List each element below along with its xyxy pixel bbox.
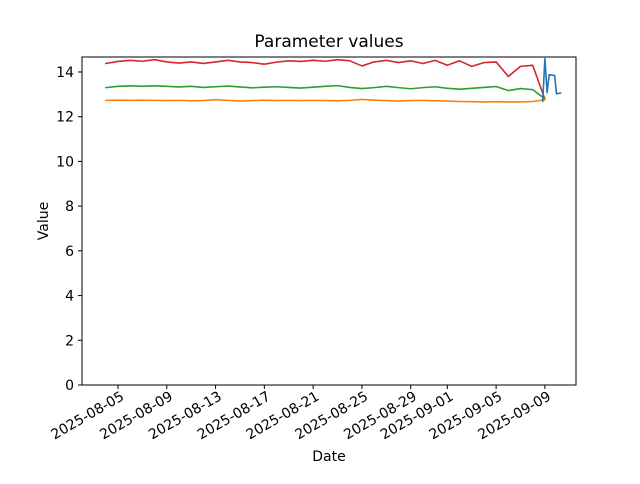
series-lines xyxy=(104,57,562,103)
y-tick-label: 6 xyxy=(65,244,74,260)
y-tick-label: 14 xyxy=(56,65,74,81)
y-tick-label: 8 xyxy=(65,199,74,215)
x-axis-ticks: 2025-08-052025-08-092025-08-132025-08-17… xyxy=(49,385,554,443)
series-orange-line xyxy=(104,98,546,103)
series-green-line xyxy=(104,84,546,100)
y-tick-label: 2 xyxy=(65,333,74,349)
series-red-line xyxy=(104,58,546,101)
y-tick-label: 12 xyxy=(56,110,74,126)
y-axis-label: Value xyxy=(36,202,52,240)
series-blue-line xyxy=(541,57,562,103)
y-tick-label: 10 xyxy=(56,154,74,170)
y-axis-ticks: 0 2 4 6 8 10 12 14 xyxy=(56,65,82,394)
y-tick-label: 0 xyxy=(65,378,74,394)
y-tick-label: 4 xyxy=(65,289,74,305)
plot-area xyxy=(81,56,577,386)
chart-title: Parameter values xyxy=(254,32,403,52)
x-axis-label: Date xyxy=(312,449,345,465)
